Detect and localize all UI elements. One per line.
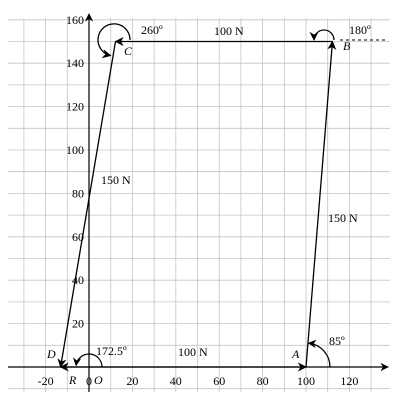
x-tick-label: 20: [126, 374, 138, 388]
point-label-D: D: [46, 347, 56, 361]
grid: [8, 18, 390, 392]
y-tick-label: 60: [72, 230, 84, 244]
y-tick-label: 160: [66, 13, 84, 27]
angle-arc-A: [307, 339, 331, 368]
vector-label-OA: 100 N: [178, 345, 208, 359]
x-tick-label: 60: [213, 374, 225, 388]
y-tick-label: 20: [72, 317, 84, 331]
point-label-R: R: [68, 373, 77, 387]
point-label-O: O: [94, 373, 103, 387]
x-tick-label: 80: [257, 374, 269, 388]
angle-label-C: 260º: [141, 23, 163, 37]
x-tick-label: 100: [297, 374, 315, 388]
point-label-A: A: [291, 347, 300, 361]
vector-label-CD: 150 N: [101, 173, 131, 187]
x-tick-label: 40: [170, 374, 182, 388]
vector-label-BC: 100 N: [214, 24, 244, 38]
angle-arc-B: [309, 29, 335, 41]
angle-arc-C: [97, 23, 131, 59]
y-tick-label: 100: [66, 143, 84, 157]
vector-AB: [305, 40, 337, 368]
x-tick-label: 120: [340, 374, 358, 388]
vector-CD: [57, 41, 117, 368]
angle-label-O: 172.5º: [96, 344, 127, 358]
y-tick-label: 80: [72, 186, 84, 200]
y-tick-label: 140: [66, 56, 84, 70]
vector-label-AB: 150 N: [328, 211, 358, 225]
x-tick-label: -20: [38, 374, 54, 388]
point-label-C: C: [124, 44, 133, 58]
angle-arc-O: [72, 353, 103, 368]
force-vectors: [57, 36, 337, 372]
point-label-B: B: [343, 39, 351, 53]
x-tick-label: 0: [86, 374, 92, 388]
y-tick-label: 120: [66, 100, 84, 114]
angle-label-A: 85º: [329, 334, 345, 348]
angle-label-B: 180º: [349, 23, 371, 37]
